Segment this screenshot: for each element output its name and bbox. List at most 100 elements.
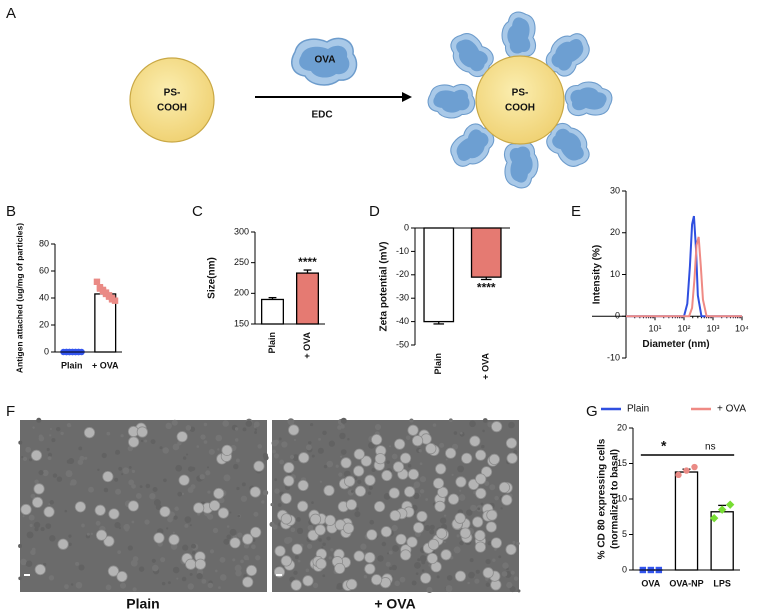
- texture: [105, 584, 112, 591]
- antigen-shade: [551, 39, 584, 71]
- texture: [190, 484, 196, 490]
- particle-image: [34, 563, 46, 576]
- data-point: [717, 505, 727, 514]
- texture: [445, 585, 453, 593]
- texture: [203, 422, 208, 427]
- texture: [205, 470, 211, 476]
- texture: [388, 445, 392, 448]
- particle-image: [136, 426, 148, 438]
- texture: [474, 578, 480, 584]
- particle-image: [407, 424, 419, 436]
- particle-image: [445, 447, 457, 459]
- texture: [357, 479, 362, 484]
- y-tick-label: 300: [234, 226, 249, 236]
- x-tick-label: LPS: [713, 578, 731, 588]
- texture: [284, 537, 291, 545]
- texture: [240, 495, 248, 502]
- particle-image: [280, 555, 292, 567]
- texture: [498, 555, 502, 559]
- texture: [196, 445, 200, 448]
- texture: [191, 543, 197, 549]
- texture: [200, 434, 206, 440]
- particle-image: [291, 543, 303, 555]
- particle-image: [490, 537, 502, 549]
- texture: [32, 426, 35, 429]
- particle-image: [221, 444, 233, 456]
- texture: [131, 484, 136, 489]
- texture: [318, 538, 322, 542]
- particle-image: [411, 435, 424, 447]
- texture: [311, 454, 315, 458]
- texture: [167, 516, 173, 523]
- antigen-blob: [427, 84, 476, 119]
- particle-image: [283, 462, 295, 474]
- texture: [451, 473, 454, 476]
- texture: [46, 447, 50, 452]
- particle-image: [253, 460, 265, 472]
- texture: [274, 478, 278, 482]
- texture: [115, 488, 122, 495]
- data-point: [683, 467, 690, 474]
- texture: [226, 525, 230, 528]
- texture: [322, 574, 326, 578]
- particle-image: [334, 562, 346, 575]
- particle-image: [491, 421, 503, 433]
- texture: [182, 544, 189, 551]
- x-tick-label: OVA-NP: [669, 578, 703, 588]
- texture: [25, 446, 32, 453]
- particle-image: [434, 500, 446, 513]
- texture: [207, 490, 211, 494]
- texture: [374, 423, 382, 431]
- texture: [66, 459, 72, 464]
- texture: [489, 484, 496, 491]
- texture: [18, 440, 23, 445]
- particle-image: [461, 452, 473, 464]
- texture: [51, 438, 56, 443]
- particle-image: [297, 500, 309, 512]
- scale-bar: [276, 574, 282, 576]
- particle-image: [380, 526, 392, 538]
- texture: [312, 582, 319, 589]
- y-tick-label: 15: [617, 458, 627, 468]
- texture: [512, 540, 516, 544]
- texture: [277, 503, 282, 507]
- significance: *: [661, 438, 667, 454]
- texture: [439, 442, 445, 448]
- texture: [278, 437, 282, 441]
- texture: [272, 524, 278, 530]
- texture: [457, 465, 465, 473]
- particle-image: [426, 552, 438, 565]
- texture: [317, 447, 324, 454]
- texture: [340, 417, 347, 424]
- texture: [354, 476, 358, 480]
- texture: [222, 420, 229, 427]
- particle-image: [371, 433, 383, 446]
- texture: [185, 425, 192, 431]
- texture: [138, 566, 145, 572]
- y-tick-label: -20: [396, 269, 409, 279]
- texture: [25, 560, 33, 567]
- texture: [319, 480, 323, 483]
- x-tick-label: 10¹: [648, 324, 661, 334]
- texture: [414, 561, 421, 569]
- texture: [187, 583, 194, 590]
- texture: [151, 558, 156, 563]
- texture: [196, 573, 203, 580]
- y-axis-label: Antigen attached (ug/mg of particles): [14, 223, 24, 373]
- texture: [21, 456, 24, 459]
- texture: [262, 452, 268, 458]
- particle-image: [315, 558, 327, 570]
- texture: [90, 532, 94, 536]
- particle-image: [435, 527, 448, 540]
- particle-image: [168, 534, 180, 546]
- texture: [219, 556, 226, 563]
- y-tick-label: 0: [615, 311, 620, 321]
- particle-image: [440, 549, 452, 561]
- texture: [207, 582, 214, 589]
- texture: [458, 494, 466, 501]
- particle: [129, 57, 215, 143]
- particle-image: [475, 449, 487, 461]
- texture: [88, 486, 94, 493]
- texture: [340, 455, 343, 458]
- y-tick-label: -10: [607, 352, 620, 362]
